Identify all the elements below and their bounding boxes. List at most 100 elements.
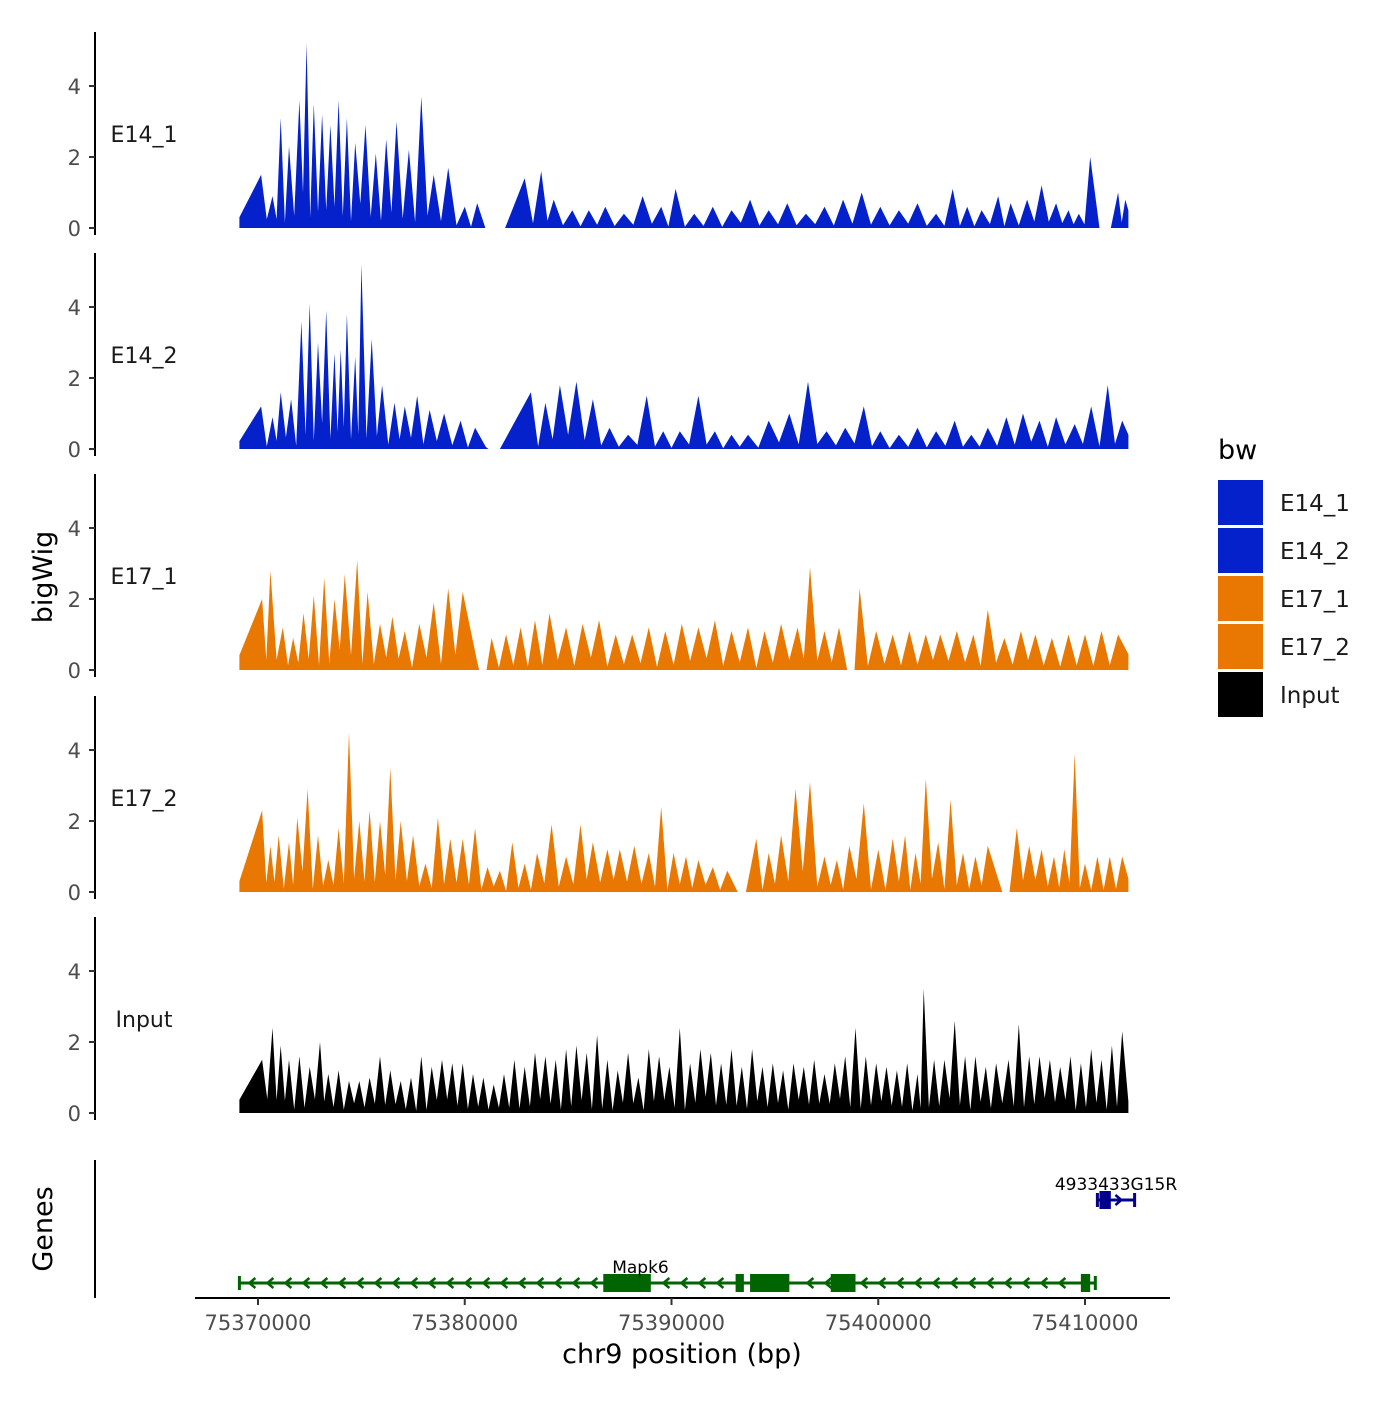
signal-area-e14-2 (239, 264, 1129, 449)
x-axis-ticks: 75370000 75380000 75390000 75400000 75410000 (205, 1298, 1139, 1335)
exon-mapk6-3 (830, 1274, 856, 1292)
x-tick-label-75390000: 75390000 (618, 1311, 725, 1335)
track-e17-2: 0 2 4 E17_2 (68, 696, 1129, 905)
strand-arrow-mapk6-19 (589, 1277, 599, 1289)
strand-arrow-mapk6-1 (265, 1277, 275, 1289)
gene-mapk6: Mapk6 (237, 1258, 1097, 1292)
track-e17-1: 0 2 4 E17_1 (68, 474, 1129, 683)
exon-4933433g15r-0 (1099, 1191, 1111, 1209)
strand-arrow-mapk6-36 (1039, 1277, 1049, 1289)
strand-arrow-mapk6-12 (463, 1277, 473, 1289)
strand-arrow-mapk6-32 (967, 1277, 977, 1289)
track-e14-1: 0 2 4 E14_1 (68, 32, 1129, 241)
track-label-input: Input (116, 1008, 173, 1033)
strand-arrow-mapk6-26 (859, 1277, 869, 1289)
strand-arrow-mapk6-33 (985, 1277, 995, 1289)
strand-arrow-mapk6-15 (517, 1277, 527, 1289)
exon-mapk6-2 (750, 1274, 790, 1292)
legend-label-e14-2: E14_2 (1280, 539, 1350, 565)
legend-swatch-e14-2 (1218, 528, 1263, 573)
legend-swatch-e14-1 (1218, 480, 1263, 525)
legend-items: E14_1 E14_2 E17_1 E17_2 Input (1218, 480, 1350, 717)
strand-arrow-mapk6-30 (931, 1277, 941, 1289)
strand-arrow-mapk6-5 (337, 1277, 347, 1289)
legend: bw E14_1 E14_2 E17_1 E17_2 Input (1218, 435, 1350, 717)
y-tick-label-e17-2-4: 4 (68, 739, 81, 763)
strand-arrow-4933433g15r-0 (1114, 1194, 1124, 1206)
strand-arrow-mapk6-20 (661, 1277, 671, 1289)
track-label-e14-2: E14_2 (111, 344, 178, 369)
strand-arrow-mapk6-9 (409, 1277, 419, 1289)
strand-arrow-mapk6-8 (391, 1277, 401, 1289)
track-input: 0 2 4 Input (68, 917, 1129, 1126)
strand-arrow-mapk6-4 (319, 1277, 329, 1289)
strand-arrow-mapk6-21 (679, 1277, 689, 1289)
strand-arrow-mapk6-13 (481, 1277, 491, 1289)
legend-label-e17-1: E17_1 (1280, 587, 1350, 613)
strand-arrow-mapk6-14 (499, 1277, 509, 1289)
y-tick-label-e14-1-4: 4 (68, 75, 81, 99)
x-axis: 75370000 75380000 75390000 75400000 75410000 (195, 1297, 1170, 1335)
legend-swatch-input (1218, 672, 1263, 717)
strand-arrow-mapk6-28 (895, 1277, 905, 1289)
x-tick-label-75400000: 75400000 (825, 1311, 932, 1335)
strand-arrow-mapk6-18 (571, 1277, 581, 1289)
strand-arrow-mapk6-31 (949, 1277, 959, 1289)
strand-arrow-mapk6-7 (373, 1277, 383, 1289)
x-tick-label-75410000: 75410000 (1032, 1311, 1139, 1335)
signal-area-e17-1 (239, 560, 1129, 670)
legend-label-e14-1: E14_1 (1280, 491, 1350, 517)
exon-mapk6-4 (1080, 1274, 1091, 1292)
signal-area-e14-1 (239, 43, 1129, 229)
signal-tracks: 0 2 4 E14_1 0 2 4 E14_2 0 2 4 E17_1 0 2 4 E17_2 0 2 4 Input (68, 32, 1129, 1126)
genes-axis-title: Genes (28, 1186, 59, 1271)
track-e14-2: 0 2 4 E14_2 (68, 253, 1129, 462)
legend-swatch-e17-2 (1218, 624, 1263, 669)
legend-swatch-e17-1 (1218, 576, 1263, 621)
y-tick-label-e14-2-4: 4 (68, 296, 81, 320)
y-tick-label-e17-1-0: 0 (68, 659, 81, 683)
y-axis-title: bigWig (28, 531, 59, 624)
y-tick-label-input-2: 2 (68, 1031, 81, 1055)
legend-label-e17-2: E17_2 (1280, 635, 1350, 661)
strand-arrow-mapk6-0 (247, 1277, 257, 1289)
track-label-e17-2: E17_2 (111, 787, 178, 812)
strand-arrow-mapk6-35 (1021, 1277, 1031, 1289)
x-tick-label-75370000: 75370000 (205, 1311, 312, 1335)
y-tick-label-e17-2-2: 2 (68, 810, 81, 834)
gene-label-mapk6: Mapk6 (612, 1258, 669, 1278)
strand-arrow-mapk6-10 (427, 1277, 437, 1289)
y-tick-label-e17-1-2: 2 (68, 588, 81, 612)
strand-arrow-mapk6-3 (301, 1277, 311, 1289)
strand-arrow-mapk6-24 (805, 1277, 815, 1289)
track-label-e14-1: E14_1 (111, 123, 178, 148)
strand-arrow-mapk6-29 (913, 1277, 923, 1289)
exon-mapk6-0 (603, 1274, 651, 1292)
legend-label-input: Input (1280, 683, 1340, 709)
y-tick-label-input-0: 0 (68, 1102, 81, 1126)
strand-arrow-mapk6-37 (1057, 1277, 1067, 1289)
gene-models: Mapk6 4933433G15R (237, 1175, 1177, 1292)
gene-4933433g15r: 4933433G15R (1055, 1175, 1177, 1209)
y-tick-label-e17-1-4: 4 (68, 517, 81, 541)
y-tick-label-e14-1-0: 0 (68, 217, 81, 241)
strand-arrow-mapk6-11 (445, 1277, 455, 1289)
strand-arrow-mapk6-16 (535, 1277, 545, 1289)
signal-area-e17-2 (239, 732, 1129, 892)
signal-area-input (239, 988, 1129, 1113)
strand-arrow-mapk6-34 (1003, 1277, 1013, 1289)
strand-arrow-mapk6-2 (283, 1277, 293, 1289)
y-tick-label-e17-2-0: 0 (68, 881, 81, 905)
y-tick-label-e14-1-2: 2 (68, 146, 81, 170)
x-axis-title: chr9 position (bp) (562, 1339, 802, 1370)
strand-arrow-mapk6-22 (697, 1277, 707, 1289)
y-tick-label-e14-2-2: 2 (68, 367, 81, 391)
y-tick-label-e14-2-0: 0 (68, 438, 81, 462)
strand-arrow-mapk6-17 (553, 1277, 563, 1289)
track-label-e17-1: E17_1 (111, 565, 178, 590)
strand-arrow-mapk6-27 (877, 1277, 887, 1289)
strand-arrow-mapk6-25 (823, 1277, 833, 1289)
strand-arrow-mapk6-6 (355, 1277, 365, 1289)
